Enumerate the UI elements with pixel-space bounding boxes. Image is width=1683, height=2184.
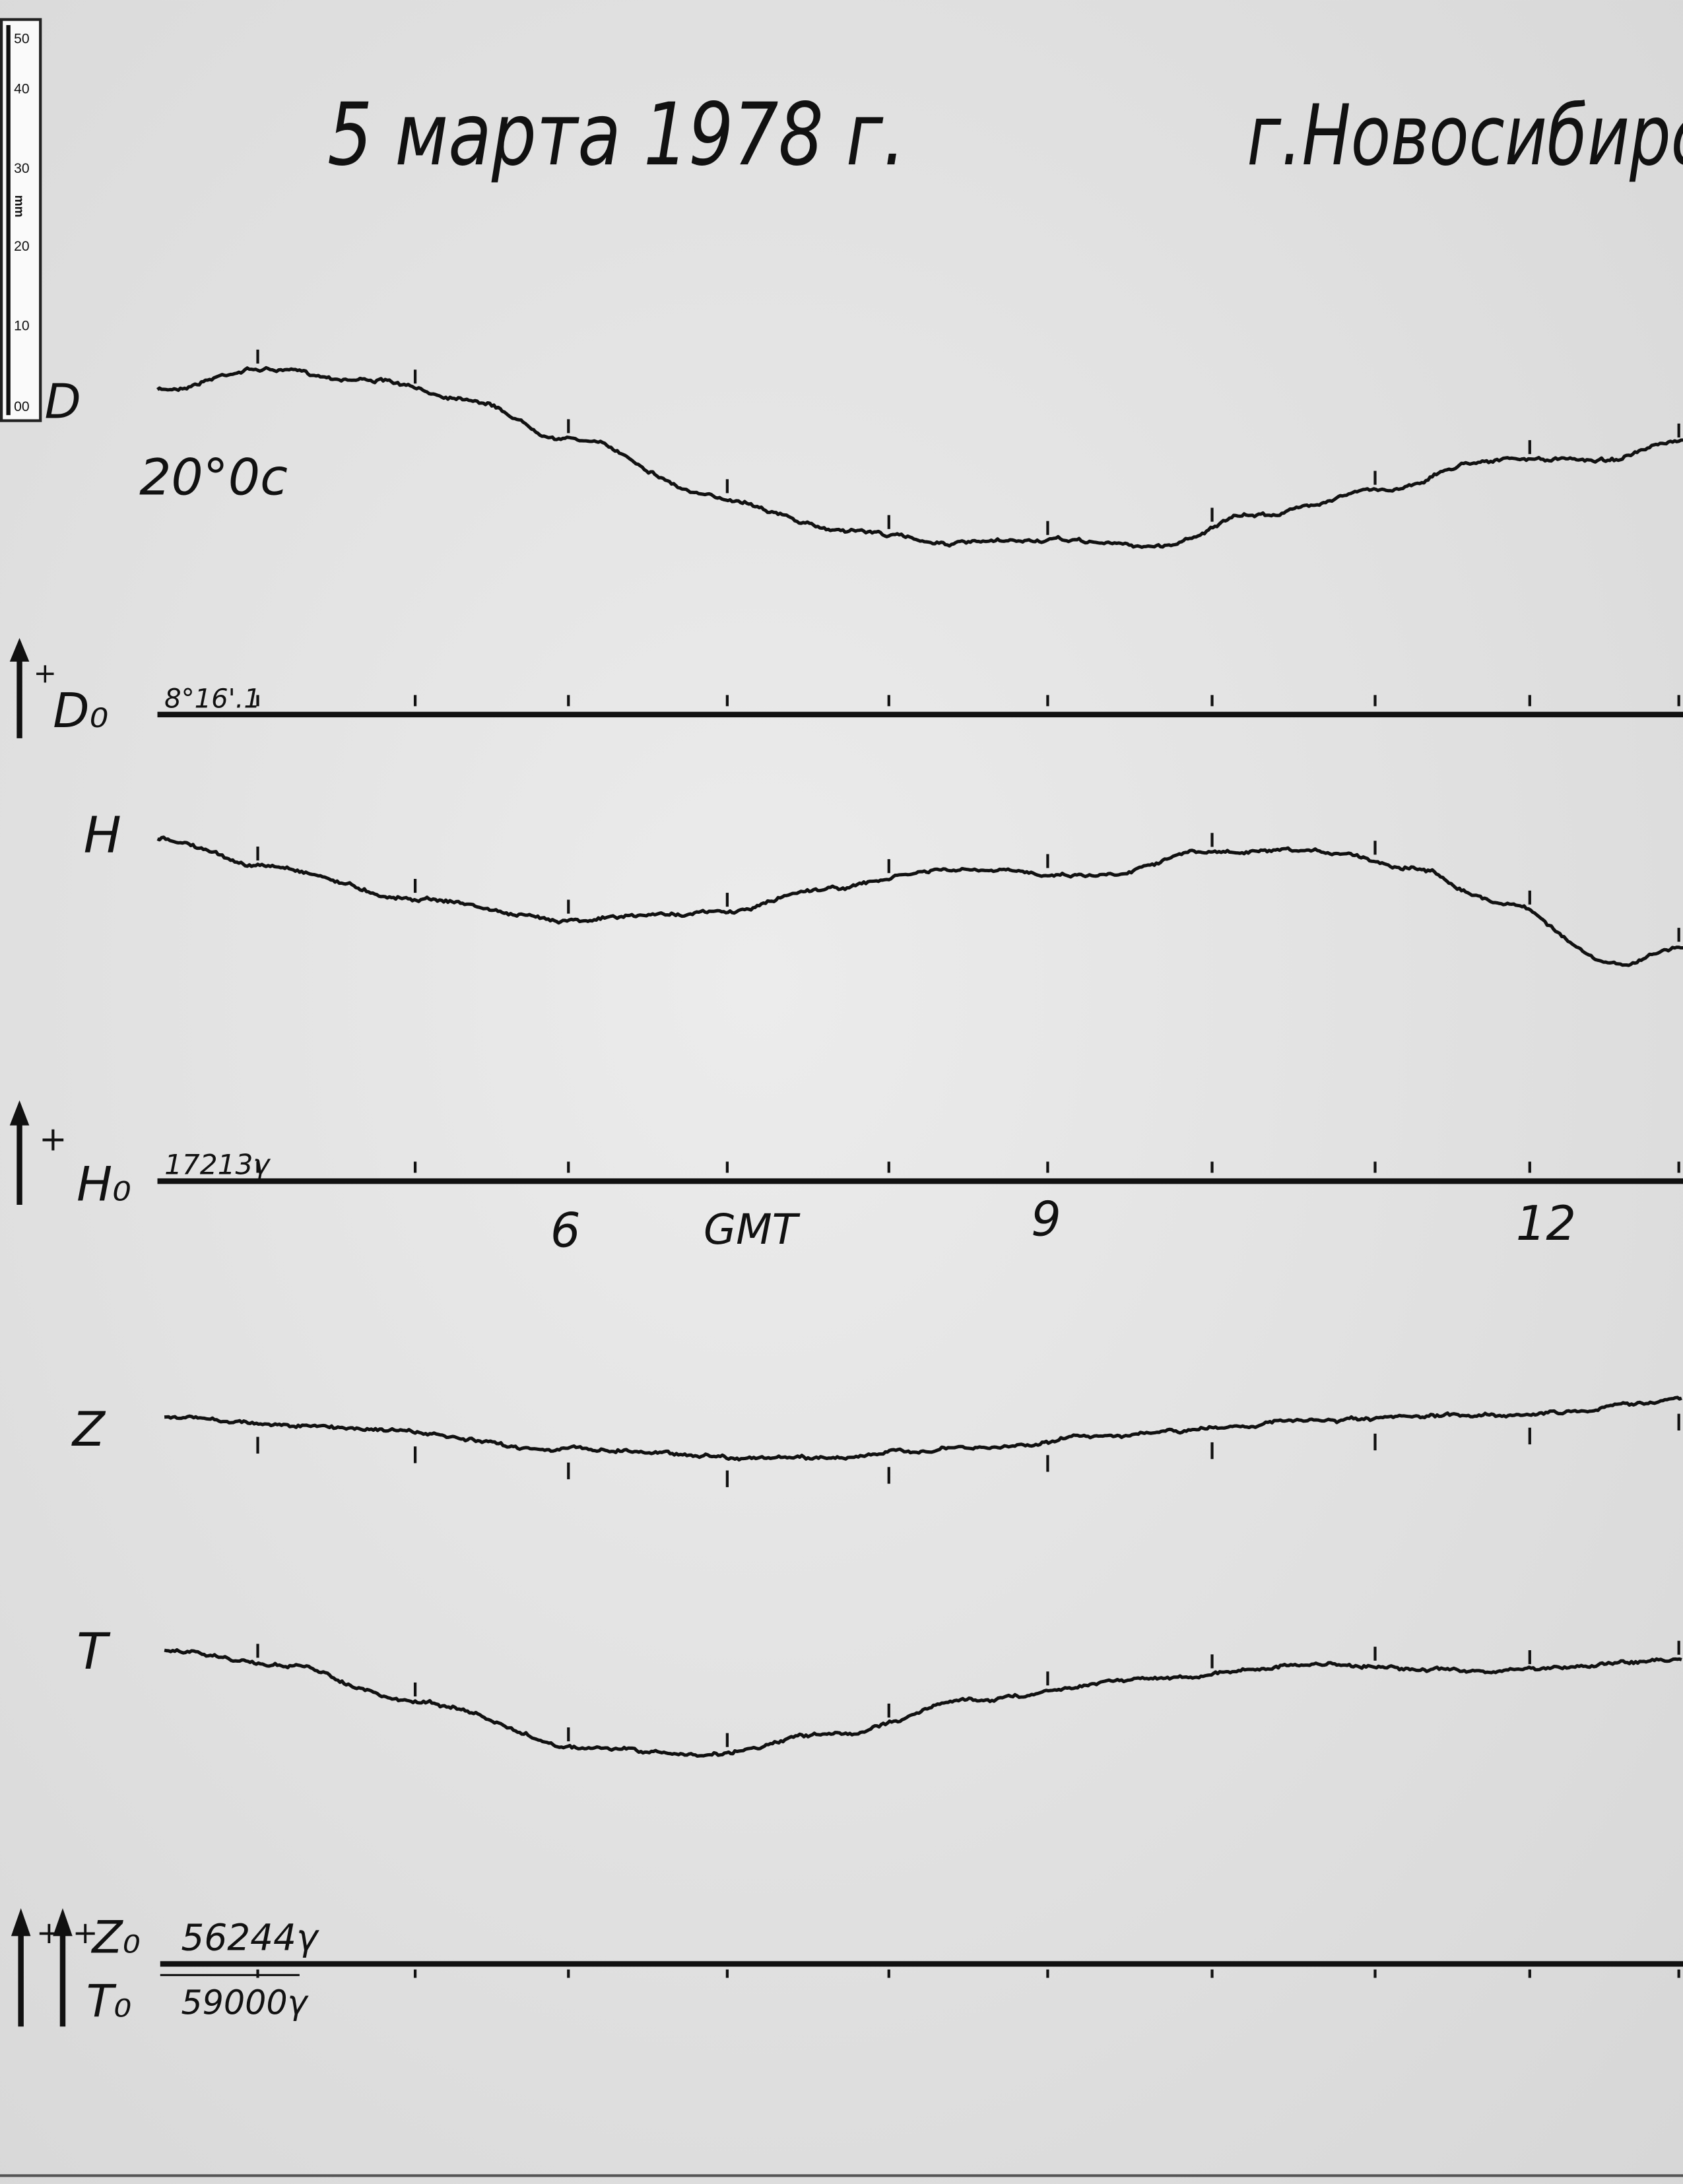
baseline-label: T₀ xyxy=(86,1975,131,2028)
recorded-trace xyxy=(156,366,1683,549)
sign-arrow-head xyxy=(11,1908,31,1937)
sign-arrow-head xyxy=(9,637,30,662)
baseline-value: 8°16'.1 xyxy=(164,684,261,714)
trace-scale-note: 20°0с xyxy=(139,447,288,506)
time-label: GMT xyxy=(704,1205,801,1254)
ruler-label: 10 xyxy=(14,318,29,333)
baseline-label: Z₀ xyxy=(90,1911,140,1964)
sign: + xyxy=(39,1120,67,1159)
ruler-label: 20 xyxy=(14,239,29,254)
time-label: 6 xyxy=(550,1202,581,1258)
baseline-value: 56244γ xyxy=(181,1916,319,1958)
trace-label: H xyxy=(84,806,121,864)
sign-arrow-head xyxy=(9,1100,30,1126)
trace-label: T xyxy=(77,1622,111,1681)
ruler-label: 50 xyxy=(14,31,29,46)
baseline-label: H₀ xyxy=(77,1157,131,1212)
time-label: 9 xyxy=(1031,1191,1061,1246)
baseline-value: 17213γ xyxy=(164,1149,271,1181)
recorded-trace xyxy=(164,1396,1682,1462)
ruler-label: 40 xyxy=(14,81,29,96)
trace-label: D xyxy=(45,373,81,429)
ruler-label: 30 xyxy=(14,161,29,176)
sign: + xyxy=(34,657,57,689)
recorded-trace xyxy=(156,835,1683,967)
time-label: 12 xyxy=(1516,1196,1576,1251)
trace-label: Z xyxy=(71,1401,106,1457)
sign: + xyxy=(73,1915,98,1950)
recorded-trace xyxy=(164,1648,1682,1758)
sign-arrow-head xyxy=(53,1908,73,1937)
ruler-unit: mm xyxy=(12,195,26,218)
sign: + xyxy=(36,1915,62,1950)
baseline-value: 59000γ xyxy=(181,1983,309,2022)
place-title: г.Новосибирс xyxy=(1247,86,1683,184)
ruler: 50 40 30 20 10 00 mm xyxy=(0,18,42,422)
traces xyxy=(156,349,1683,1978)
ruler-label: 00 xyxy=(14,399,29,414)
baseline-label: D₀ xyxy=(53,683,108,738)
date-title: 5 марта 1978 г. xyxy=(327,84,906,185)
